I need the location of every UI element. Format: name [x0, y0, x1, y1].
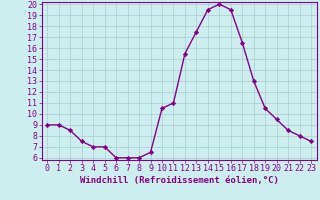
X-axis label: Windchill (Refroidissement éolien,°C): Windchill (Refroidissement éolien,°C) — [80, 176, 279, 185]
